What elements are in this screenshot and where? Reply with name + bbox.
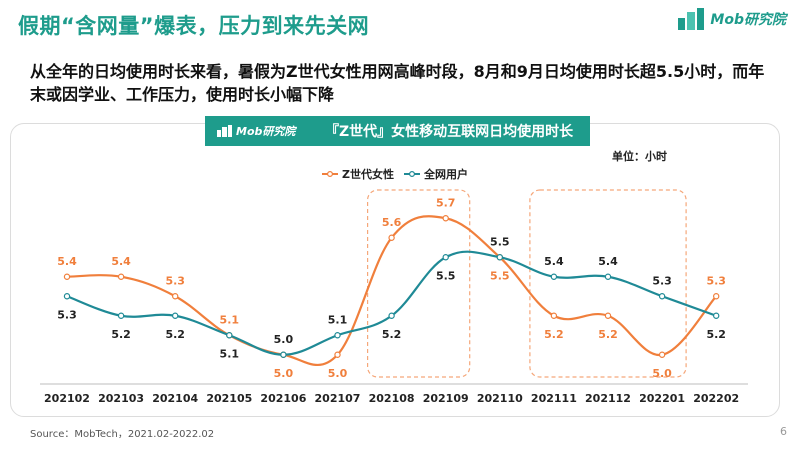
x-tick-label: 202202 [693, 392, 739, 405]
legend-marker [409, 171, 416, 178]
data-label: 5.2 [165, 328, 185, 341]
highlight-box-2 [529, 189, 687, 378]
data-label: 5.2 [706, 328, 726, 341]
data-point [388, 312, 395, 319]
data-point [171, 312, 179, 319]
chart-title-banner: Mob研究院 『Z世代』女性移动互联网日均使用时长 [205, 116, 590, 146]
banner-logo: Mob研究院 [205, 123, 325, 139]
data-point [334, 351, 341, 358]
data-point [334, 332, 341, 339]
data-point [496, 254, 503, 261]
data-point [117, 273, 125, 280]
data-point [388, 234, 395, 241]
source-note: Source：MobTech，2021.02-2022.02 [30, 429, 215, 440]
brand-logo-text: Mob研究院 [710, 12, 786, 28]
data-label: 5.1 [328, 313, 348, 326]
data-label: 5.4 [598, 255, 618, 268]
page-number: 6 [780, 425, 787, 438]
data-point [63, 273, 71, 280]
banner-logo-text: Mob研究院 [236, 125, 296, 138]
x-tick-label: 202104 [152, 392, 198, 405]
data-label: 5.2 [544, 328, 564, 341]
data-label: 5.4 [544, 255, 564, 268]
data-label: 5.4 [111, 255, 131, 268]
data-point [550, 273, 558, 280]
data-point [442, 215, 449, 222]
building-logo-icon [678, 8, 705, 30]
data-label: 5.5 [490, 269, 510, 282]
data-label: 5.3 [165, 274, 185, 287]
data-point [604, 273, 612, 280]
data-point [713, 312, 720, 319]
chart-panel [10, 123, 780, 417]
data-label: 5.1 [220, 347, 240, 360]
x-tick-label: 202105 [206, 392, 252, 405]
data-label: 5.3 [706, 274, 726, 287]
data-label: 5.5 [490, 235, 510, 248]
data-point [550, 312, 558, 319]
data-label: 5.0 [328, 367, 348, 380]
page-title: 假期“含网量”爆表，压力到来先关网 [18, 14, 370, 38]
x-tick-label: 202103 [98, 392, 144, 405]
data-point [280, 351, 287, 358]
x-tick-label: 202201 [639, 392, 685, 405]
x-tick-label: 202106 [260, 392, 306, 405]
data-label: 5.6 [382, 216, 402, 229]
data-point [226, 332, 233, 339]
data-label: 5.4 [57, 255, 77, 268]
data-point [117, 312, 125, 319]
data-label: 5.3 [652, 274, 672, 287]
x-tick-label: 202108 [369, 392, 415, 405]
x-tick-label: 202110 [477, 392, 523, 405]
legend-label: Z世代女性 [342, 167, 394, 181]
brand-logo: Mob研究院 [676, 8, 786, 30]
data-point [658, 351, 666, 358]
data-label: 5.1 [220, 313, 240, 326]
data-label: 5.2 [111, 328, 131, 341]
data-label: 5.2 [382, 328, 402, 341]
data-point [171, 293, 179, 300]
data-label: 5.0 [274, 367, 294, 380]
x-tick-label: 202112 [585, 392, 631, 405]
page-subtitle: 从全年的日均使用时长来看，暑假为Z世代女性用网高峰时段，8月和9月日均使用时长超… [30, 62, 765, 104]
data-point [63, 293, 71, 300]
x-tick-label: 202102 [44, 392, 90, 405]
x-tick-label: 202109 [423, 392, 469, 405]
data-label: 5.5 [436, 269, 456, 282]
legend-marker [327, 171, 334, 178]
chart-title: 『Z世代』女性移动互联网日均使用时长 [325, 124, 574, 140]
legend-label: 全网用户 [423, 167, 468, 181]
data-point [713, 293, 720, 300]
data-label: 5.3 [57, 308, 77, 321]
data-label: 5.0 [652, 367, 672, 380]
data-label: 5.0 [274, 333, 294, 346]
unit-label: 单位：小时 [612, 149, 667, 163]
x-tick-label: 202111 [531, 392, 577, 405]
data-label: 5.2 [598, 328, 618, 341]
data-point [604, 312, 612, 319]
building-logo-icon [217, 125, 232, 137]
data-label: 5.7 [436, 196, 456, 209]
x-tick-label: 202107 [315, 392, 361, 405]
data-point [442, 254, 449, 261]
data-point [658, 293, 666, 300]
